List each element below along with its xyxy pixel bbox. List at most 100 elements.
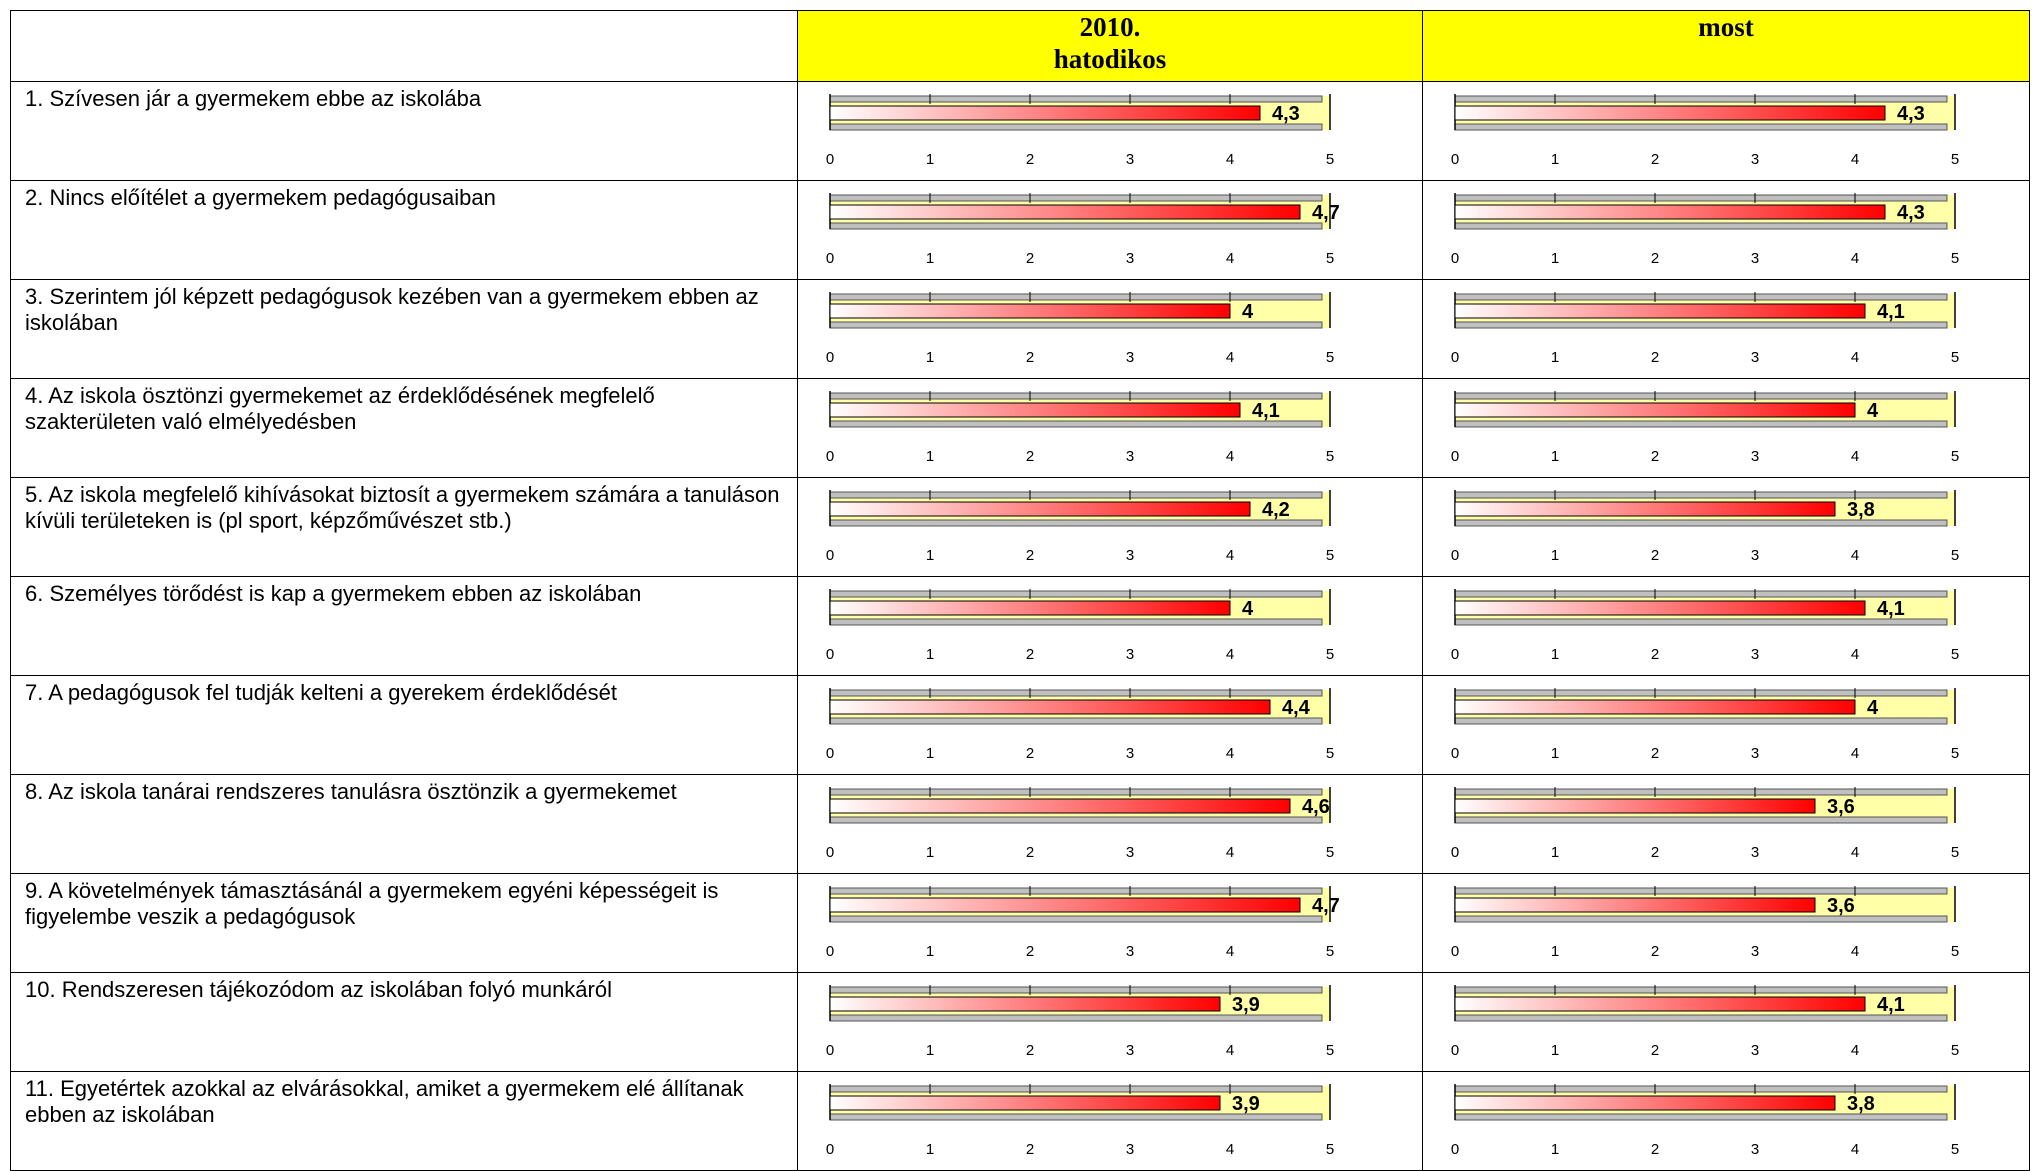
table-row: 2. Nincs előítélet a gyermekem pedagógus… bbox=[10, 180, 2030, 280]
x-tick-label: 2 bbox=[1026, 349, 1034, 366]
x-tick-label: 1 bbox=[1551, 349, 1559, 366]
x-tick-label: 1 bbox=[1551, 547, 1559, 564]
x-tick-label: 4 bbox=[1851, 646, 1859, 663]
x-tick-label: 5 bbox=[1951, 250, 1959, 267]
chart-cell: 0 1 2 3 4 5 3,9 bbox=[797, 972, 1423, 1072]
x-tick-label: 3 bbox=[1751, 943, 1759, 960]
x-tick-label: 5 bbox=[1951, 349, 1959, 366]
bar bbox=[1454, 402, 1856, 418]
row-label: 8. Az iskola tanárai rendszeres tanulásr… bbox=[10, 774, 798, 874]
x-tick-label: 0 bbox=[1451, 349, 1459, 366]
x-tick-label: 0 bbox=[826, 250, 834, 267]
bar bbox=[1454, 897, 1816, 913]
x-tick-label: 1 bbox=[1551, 1141, 1559, 1158]
x-tick-label: 5 bbox=[1326, 745, 1334, 762]
x-tick-label: 1 bbox=[926, 844, 934, 861]
band-top bbox=[1454, 95, 1948, 103]
bar bbox=[829, 699, 1271, 715]
bar bbox=[829, 204, 1301, 220]
x-tick-label: 0 bbox=[826, 745, 834, 762]
chart-cell: 0 1 2 3 4 5 4,1 bbox=[797, 378, 1423, 478]
x-tick-label: 3 bbox=[1126, 1042, 1134, 1059]
chart-cell: 0 1 2 3 4 5 4,3 bbox=[797, 81, 1423, 181]
bar bbox=[1454, 204, 1886, 220]
mini-chart: 0 1 2 3 4 5 4,4 bbox=[826, 688, 1334, 762]
survey-table: 2010. hatodikos most 1. Szívesen jár a gy… bbox=[10, 10, 2030, 1171]
band-bottom bbox=[1454, 816, 1948, 824]
mini-chart: 0 1 2 3 4 5 4,3 bbox=[1451, 94, 1959, 168]
table-row: 6. Személyes törődést is kap a gyermekem… bbox=[10, 576, 2030, 676]
x-tick-label: 0 bbox=[826, 1141, 834, 1158]
band-top bbox=[829, 392, 1323, 400]
mini-chart: 0 1 2 3 4 5 4,3 bbox=[826, 94, 1334, 168]
value-label: 4 bbox=[1242, 301, 1254, 323]
x-tick-label: 4 bbox=[1226, 1042, 1234, 1059]
table-row: 1. Szívesen jár a gyermekem ebbe az isko… bbox=[10, 81, 2030, 181]
x-tick-label: 1 bbox=[926, 1141, 934, 1158]
x-tick-label: 0 bbox=[1451, 1141, 1459, 1158]
x-tick-label: 2 bbox=[1026, 1042, 1034, 1059]
x-tick-label: 4 bbox=[1851, 448, 1859, 465]
x-tick-label: 0 bbox=[826, 151, 834, 168]
x-tick-label: 4 bbox=[1226, 349, 1234, 366]
mini-chart: 0 1 2 3 4 5 4,1 bbox=[1451, 985, 1959, 1059]
bar bbox=[1454, 996, 1866, 1012]
table-body: 1. Szívesen jár a gyermekem ebbe az isko… bbox=[10, 81, 2030, 1171]
x-tick-label: 1 bbox=[926, 250, 934, 267]
x-tick-label: 3 bbox=[1126, 943, 1134, 960]
x-tick-label: 5 bbox=[1326, 448, 1334, 465]
mini-chart: 0 1 2 3 4 5 4,3 bbox=[1451, 193, 1959, 267]
mini-chart: 0 1 2 3 4 5 4,7 bbox=[826, 193, 1340, 267]
mini-chart: 0 1 2 3 4 5 4,1 bbox=[1451, 292, 1959, 366]
band-bottom bbox=[1454, 123, 1948, 131]
bar bbox=[829, 1095, 1221, 1111]
x-tick-label: 2 bbox=[1651, 250, 1659, 267]
row-label: 7. A pedagógusok fel tudják kelteni a gy… bbox=[10, 675, 798, 775]
x-tick-label: 5 bbox=[1951, 1042, 1959, 1059]
x-tick-label: 4 bbox=[1226, 745, 1234, 762]
band-top bbox=[829, 887, 1323, 895]
band-bottom bbox=[829, 717, 1323, 725]
x-tick-label: 3 bbox=[1751, 349, 1759, 366]
band-top bbox=[829, 1085, 1323, 1093]
x-tick-label: 0 bbox=[1451, 448, 1459, 465]
header-most: most bbox=[1422, 10, 2030, 82]
band-top bbox=[829, 689, 1323, 697]
x-tick-label: 2 bbox=[1651, 1042, 1659, 1059]
value-label: 4 bbox=[1242, 598, 1254, 620]
table-row: 9. A követelmények támasztásánál a gyerm… bbox=[10, 873, 2030, 973]
x-tick-label: 5 bbox=[1326, 1141, 1334, 1158]
row-label: 1. Szívesen jár a gyermekem ebbe az isko… bbox=[10, 81, 798, 181]
x-tick-label: 2 bbox=[1026, 844, 1034, 861]
x-tick-label: 1 bbox=[926, 943, 934, 960]
x-tick-label: 0 bbox=[1451, 151, 1459, 168]
table-row: 7. A pedagógusok fel tudják kelteni a gy… bbox=[10, 675, 2030, 775]
band-bottom bbox=[829, 123, 1323, 131]
mini-chart: 0 1 2 3 4 5 4 bbox=[1451, 391, 1959, 465]
value-label: 4,7 bbox=[1312, 202, 1340, 224]
x-tick-label: 3 bbox=[1126, 448, 1134, 465]
x-tick-label: 0 bbox=[826, 547, 834, 564]
x-tick-label: 5 bbox=[1951, 151, 1959, 168]
chart-cell: 0 1 2 3 4 5 3,6 bbox=[1422, 774, 2030, 874]
bar bbox=[1454, 798, 1816, 814]
x-tick-label: 3 bbox=[1126, 844, 1134, 861]
header-row: 2010. hatodikos most bbox=[10, 10, 2030, 82]
chart-cell: 0 1 2 3 4 5 3,8 bbox=[1422, 1071, 2030, 1171]
x-tick-label: 4 bbox=[1851, 151, 1859, 168]
value-label: 3,8 bbox=[1847, 499, 1875, 521]
x-tick-label: 5 bbox=[1326, 646, 1334, 663]
x-tick-label: 4 bbox=[1851, 1042, 1859, 1059]
header-empty bbox=[10, 10, 798, 82]
table-row: 8. Az iskola tanárai rendszeres tanulásr… bbox=[10, 774, 2030, 874]
x-tick-label: 0 bbox=[1451, 1042, 1459, 1059]
x-tick-label: 1 bbox=[1551, 745, 1559, 762]
value-label: 4,1 bbox=[1252, 400, 1280, 422]
x-tick-label: 3 bbox=[1126, 646, 1134, 663]
x-tick-label: 5 bbox=[1951, 745, 1959, 762]
x-tick-label: 2 bbox=[1651, 1141, 1659, 1158]
table-row: 11. Egyetértek azokkal az elvárásokkal, … bbox=[10, 1071, 2030, 1171]
mini-chart: 0 1 2 3 4 5 4,2 bbox=[826, 490, 1334, 564]
chart-cell: 0 1 2 3 4 5 4,4 bbox=[797, 675, 1423, 775]
value-label: 4,3 bbox=[1897, 103, 1925, 125]
